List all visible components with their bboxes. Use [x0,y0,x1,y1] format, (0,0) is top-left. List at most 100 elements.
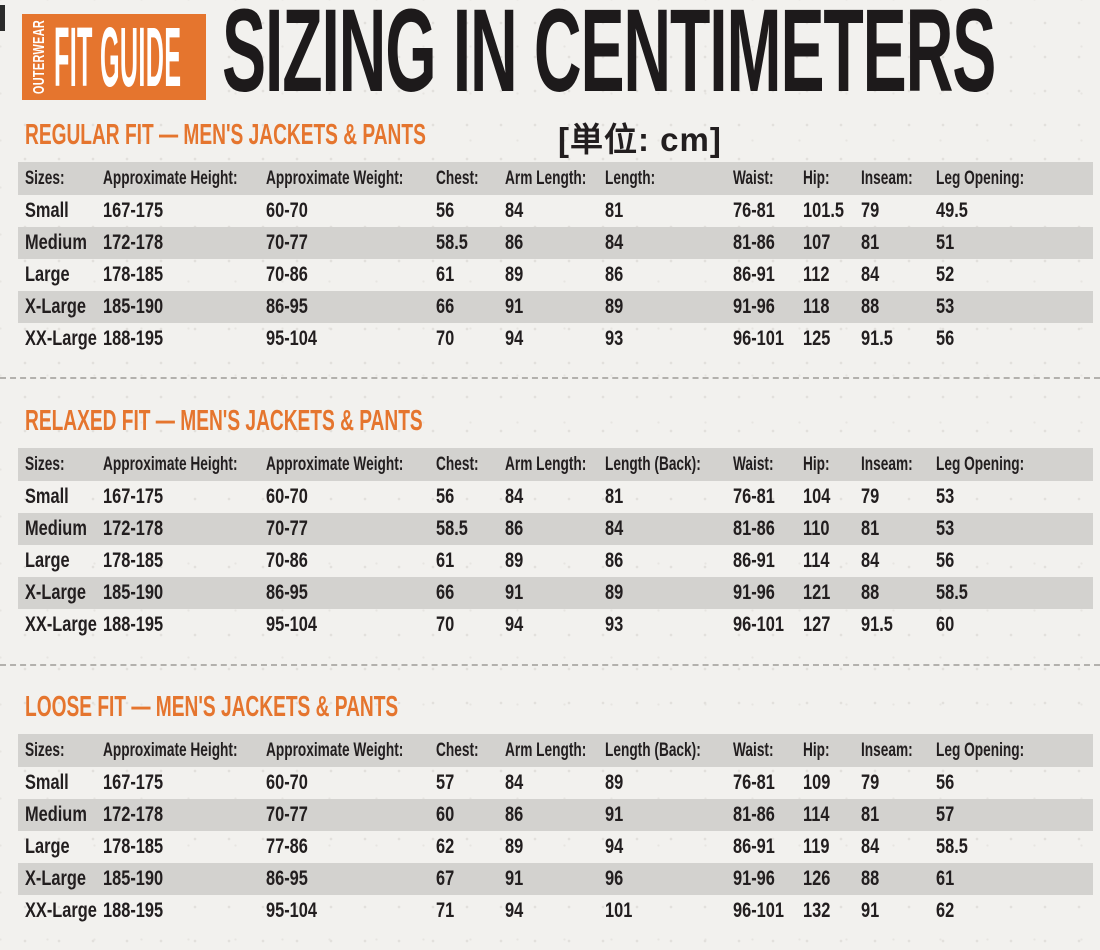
header-row: Sizes: Approximate Height: Approximate Wei… [18,162,1093,195]
value-cell-label: 81 [605,199,624,222]
value-cell-label: 86-91 [733,263,775,286]
header-row: Sizes: Approximate Height: Approximate Wei… [18,734,1093,767]
value-cell: 94 [505,323,605,355]
value-cell-label: 70-86 [266,263,308,286]
table-row: Small 167-175 60-70 57 84 89 76-81 109 79 56 [18,767,1093,799]
value-cell: 49.5 [936,195,1093,227]
value-cell-label: 95-104 [266,899,318,922]
value-cell-label: 86 [605,263,624,286]
value-cell: 70-77 [266,227,436,259]
value-cell-label: 114 [803,549,830,572]
column-header-label: Leg Opening: [936,453,1025,475]
value-cell-label: 126 [803,867,831,890]
value-cell-label: 93 [605,613,624,636]
value-cell-label: 112 [803,263,830,286]
sizing-table-relaxed-fit: Sizes: Approximate Height: Approximate Wei… [18,448,1093,641]
section-title-text: LOOSE FIT — MEN'S JACKETS & PANTS [25,691,399,723]
value-cell-label: 172-178 [103,517,164,540]
sizing-table-loose-fit: Sizes: Approximate Height: Approximate Wei… [18,734,1093,927]
value-cell: 91 [505,291,605,323]
value-cell-label: 84 [505,485,524,508]
value-cell-label: 81-86 [733,231,775,254]
value-cell: 110 [803,513,861,545]
value-cell-label: 60-70 [266,199,308,222]
value-cell-label: 53 [936,295,955,318]
value-cell-label: 67 [436,867,455,890]
value-cell-label: 94 [505,899,524,922]
value-cell: 57 [436,767,505,799]
value-cell: 95-104 [266,323,436,355]
column-header: Leg Opening: [936,734,1093,767]
value-cell: 70-77 [266,799,436,831]
value-cell: 84 [861,259,936,291]
value-cell: 58.5 [436,227,505,259]
unit-label: [単位: cm] [558,121,722,158]
value-cell-label: 172-178 [103,803,164,826]
value-cell-label: 91 [505,295,524,318]
value-cell-label: 84 [605,231,624,254]
column-header-label: Hip: [803,453,830,475]
value-cell-label: 91-96 [733,867,775,890]
value-cell: 79 [861,767,936,799]
column-header-label: Approximate Weight: [266,453,404,475]
value-cell-label: 57 [436,771,455,794]
value-cell: 62 [936,895,1093,927]
value-cell-label: 114 [803,803,830,826]
value-cell-label: 70 [436,327,455,350]
value-cell-label: 95-104 [266,327,318,350]
value-cell-label: 91.5 [861,613,893,636]
value-cell: 81 [861,227,936,259]
value-cell: 127 [803,609,861,641]
value-cell: 84 [505,481,605,513]
value-cell: 81 [861,799,936,831]
value-cell: 70-86 [266,259,436,291]
table-row: X-Large 185-190 86-95 66 91 89 91-96 118 88 53 [18,291,1093,323]
column-header-label: Sizes: [25,167,65,189]
column-header-label: Approximate Weight: [266,167,404,189]
value-cell: 86-91 [733,831,803,863]
page-title: SIZING IN CENTIMETERS [222,0,996,117]
value-cell-label: 56 [936,549,955,572]
size-cell: XX-Large [18,609,103,641]
value-cell: 84 [605,227,733,259]
value-cell-label: 101 [605,899,633,922]
value-cell-label: 88 [861,867,880,890]
value-cell: 61 [936,863,1093,895]
value-cell-label: 167-175 [103,485,164,508]
value-cell-label: 86 [505,231,524,254]
column-header: Inseam: [861,162,936,195]
value-cell: 56 [936,545,1093,577]
size-cell-label: Small [25,199,69,222]
value-cell: 70-86 [266,545,436,577]
table-row: Small 167-175 60-70 56 84 81 76-81 104 79 53 [18,481,1093,513]
column-header-label: Chest: [436,453,479,475]
value-cell: 91-96 [733,291,803,323]
value-cell: 91.5 [861,323,936,355]
table-row: Large 178-185 70-86 61 89 86 86-91 112 84 52 [18,259,1093,291]
table-row: Small 167-175 60-70 56 84 81 76-81 101.5 79 49.5 [18,195,1093,227]
value-cell-label: 127 [803,613,831,636]
value-cell-label: 84 [605,517,624,540]
value-cell: 86-91 [733,545,803,577]
value-cell: 76-81 [733,195,803,227]
value-cell-label: 185-190 [103,867,164,890]
value-cell-label: 51 [936,231,955,254]
value-cell-label: 91 [505,581,524,604]
value-cell-label: 96 [605,867,624,890]
value-cell: 101 [605,895,733,927]
value-cell: 185-190 [103,863,266,895]
value-cell: 91-96 [733,577,803,609]
column-header-label: Leg Opening: [936,167,1025,189]
value-cell: 114 [803,799,861,831]
value-cell: 96-101 [733,609,803,641]
table-row: Large 178-185 70-86 61 89 86 86-91 114 84 56 [18,545,1093,577]
value-cell: 185-190 [103,577,266,609]
value-cell-label: 49.5 [936,199,968,222]
value-cell-label: 104 [803,485,831,508]
column-header: Length: [605,162,733,195]
value-cell-label: 79 [861,199,880,222]
value-cell: 101.5 [803,195,861,227]
value-cell-label: 91-96 [733,295,775,318]
value-cell-label: 77-86 [266,835,308,858]
value-cell-label: 66 [436,295,455,318]
